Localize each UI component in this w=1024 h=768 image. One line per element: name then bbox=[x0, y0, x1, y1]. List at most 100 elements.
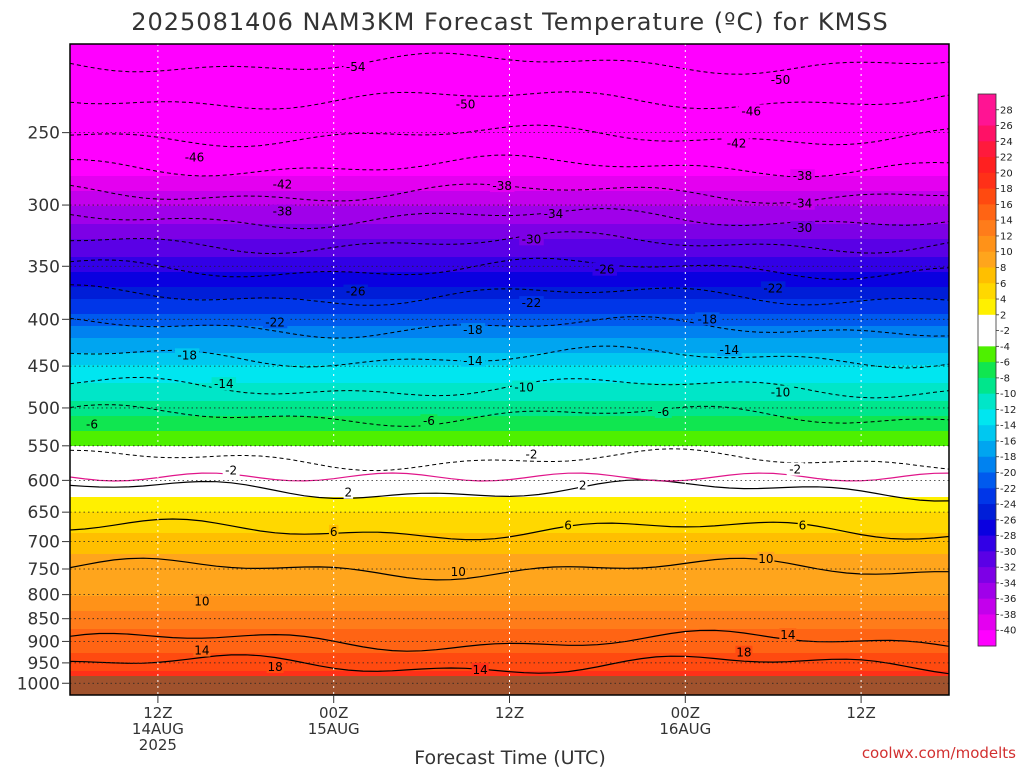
contour-label-background bbox=[654, 404, 672, 418]
contour-label: 6 bbox=[564, 518, 572, 532]
temperature-band bbox=[70, 269, 949, 273]
x-tick-label: 12Z bbox=[495, 704, 524, 722]
colorbar-label: -30 bbox=[1000, 547, 1016, 558]
colorbar-label: 10 bbox=[1000, 247, 1013, 258]
colorbar-label: -18 bbox=[1000, 452, 1016, 463]
credit-link[interactable]: coolwx.com/modelts bbox=[862, 744, 1016, 762]
contour-label: -22 bbox=[763, 281, 783, 295]
colorbar-label: 16 bbox=[1000, 200, 1013, 211]
contour-label: 2 bbox=[579, 479, 587, 493]
contour-label-background bbox=[420, 414, 438, 428]
temperature-band bbox=[70, 335, 949, 339]
temperature-band bbox=[70, 53, 949, 57]
contour-label-background bbox=[460, 323, 486, 337]
contour-label-background bbox=[724, 136, 749, 150]
contour-label: 10 bbox=[758, 552, 773, 566]
colorbar-swatch bbox=[978, 172, 996, 190]
temperature-band bbox=[70, 257, 949, 261]
temperature-band bbox=[70, 515, 949, 519]
colorbar-swatch bbox=[978, 409, 996, 426]
y-tick-label: 850 bbox=[28, 610, 60, 630]
y-tick-label: 300 bbox=[28, 196, 60, 216]
temperature-band bbox=[70, 293, 949, 297]
temperature-band bbox=[70, 209, 949, 213]
ground-surface bbox=[70, 676, 949, 695]
colorbar-swatch bbox=[978, 299, 996, 316]
temperature-band bbox=[70, 485, 949, 489]
x-tick-label: 2025 bbox=[139, 736, 177, 754]
contour-label-background bbox=[790, 196, 815, 210]
x-tick-label: 15AUG bbox=[308, 720, 360, 738]
isotherm-line bbox=[70, 404, 949, 427]
contour-label: -54 bbox=[346, 60, 366, 74]
colorbar-swatch bbox=[978, 393, 996, 410]
temperature-band bbox=[70, 419, 949, 423]
y-tick-label: 600 bbox=[28, 471, 60, 491]
colorbar-swatch bbox=[978, 330, 996, 347]
contour-label: -10 bbox=[771, 386, 791, 400]
temperature-band bbox=[70, 119, 949, 123]
contour-label-background bbox=[541, 207, 566, 221]
colorbar-swatch bbox=[978, 204, 996, 221]
contour-label-background bbox=[270, 177, 295, 191]
y-tick-label: 1000 bbox=[17, 674, 60, 694]
temperature-band bbox=[70, 575, 949, 579]
temperature-band bbox=[70, 401, 949, 405]
y-tick-label: 350 bbox=[28, 257, 60, 277]
contour-label: -2 bbox=[789, 463, 801, 477]
contour-label: -50 bbox=[456, 98, 476, 112]
contour-label-background bbox=[717, 342, 742, 356]
temperature-band bbox=[70, 617, 949, 621]
contour-label: 14 bbox=[473, 663, 488, 677]
colorbar-label: -2 bbox=[1000, 326, 1010, 337]
colorbar-label: -6 bbox=[1000, 358, 1010, 369]
contour-label: -34 bbox=[544, 207, 564, 221]
colorbar-label: -36 bbox=[1000, 594, 1016, 605]
isotherm-line bbox=[70, 284, 949, 306]
isotherm-line bbox=[70, 91, 949, 110]
contour-label-background bbox=[449, 565, 467, 579]
contour-label-background bbox=[211, 377, 237, 391]
colorbar-swatch bbox=[978, 425, 996, 442]
colorbar-label: -28 bbox=[1000, 531, 1016, 542]
contour-label: -18 bbox=[177, 348, 197, 362]
temperature-band bbox=[70, 161, 949, 165]
contour-label: -2 bbox=[225, 463, 237, 477]
colorbar-swatch bbox=[978, 567, 996, 584]
colorbar-swatch bbox=[978, 157, 996, 174]
temperature-band bbox=[70, 569, 949, 573]
contour-label: -18 bbox=[463, 323, 483, 337]
temperature-band bbox=[70, 371, 949, 375]
contour-label-background bbox=[563, 518, 573, 532]
isotherm-line bbox=[70, 124, 949, 148]
contour-label-background bbox=[471, 662, 489, 676]
contour-label-background bbox=[738, 104, 764, 118]
colorbar-label: 24 bbox=[1000, 137, 1013, 148]
contour-label: -42 bbox=[273, 178, 293, 192]
temperature-band bbox=[70, 473, 949, 477]
colorbar-swatch bbox=[978, 551, 996, 568]
temperature-band bbox=[70, 389, 949, 393]
temperature-band bbox=[70, 479, 949, 483]
colorbar-swatch bbox=[978, 94, 996, 111]
colorbar-label: -34 bbox=[1000, 578, 1016, 589]
contour-label: -10 bbox=[514, 381, 534, 395]
colorbar-label: -32 bbox=[1000, 563, 1016, 574]
colorbar-label: 20 bbox=[1000, 168, 1013, 179]
temperature-band bbox=[70, 665, 949, 669]
x-tick-label: 12Z bbox=[846, 704, 875, 722]
temperature-band bbox=[70, 173, 949, 177]
temperature-band bbox=[70, 539, 949, 543]
temperature-band bbox=[70, 203, 949, 207]
temperature-band bbox=[70, 107, 949, 111]
temperature-band bbox=[70, 167, 949, 171]
colorbar-swatch bbox=[978, 235, 996, 253]
temperature-band bbox=[70, 395, 949, 399]
temperature-band bbox=[70, 233, 949, 237]
contour-label-background bbox=[460, 353, 486, 367]
contour-label-background bbox=[343, 60, 368, 74]
colorbar-swatch bbox=[978, 220, 996, 237]
colorbar-label: 6 bbox=[1000, 279, 1006, 290]
colorbar-swatch bbox=[978, 377, 996, 395]
contour-label: -38 bbox=[273, 205, 293, 219]
